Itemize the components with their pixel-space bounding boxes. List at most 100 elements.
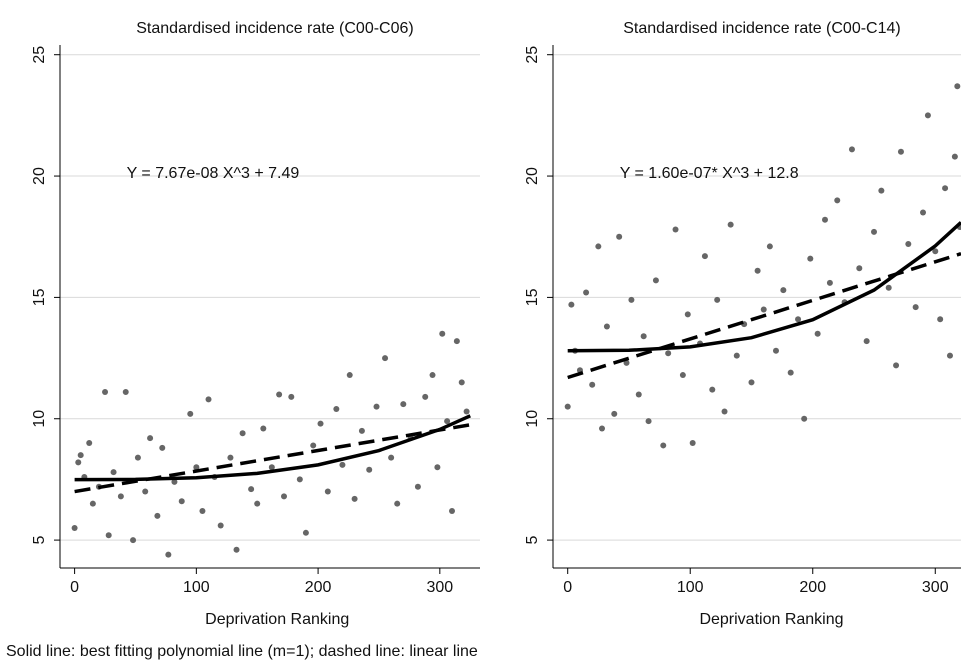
y-tick-label: 5: [524, 536, 541, 545]
scatter-point: [178, 498, 185, 505]
scatter-point: [603, 323, 610, 330]
y-tick-label: 10: [524, 410, 541, 428]
scatter-point: [89, 500, 96, 507]
scatter-point: [102, 389, 109, 396]
scatter-point: [339, 461, 346, 468]
scatter-point: [954, 83, 961, 90]
scatter-point: [154, 512, 161, 519]
scatter-point: [583, 289, 590, 296]
scatter-point: [834, 197, 841, 204]
scatter-point: [458, 379, 465, 386]
scatter-point: [260, 425, 267, 432]
scatter-point: [616, 233, 623, 240]
panel-title: Standardised incidence rate (C00-C14): [623, 20, 900, 37]
y-tick-label: 25: [31, 46, 48, 64]
scatter-point: [302, 529, 309, 536]
scatter-point: [754, 267, 761, 274]
scatter-point: [394, 500, 401, 507]
scatter-point: [822, 216, 828, 223]
scatter-point: [748, 379, 755, 386]
scatter-point: [86, 440, 93, 447]
scatter-point: [679, 372, 686, 379]
scatter-point: [885, 284, 892, 291]
scatter-point: [434, 464, 441, 471]
scatter-point: [689, 440, 696, 447]
annotation: Y = 1.60e-07* X^3 + 12.8: [620, 165, 799, 182]
scatter-point: [382, 355, 389, 362]
scatter-point: [912, 304, 919, 311]
scatter-point: [276, 391, 283, 398]
scatter-point: [439, 330, 446, 337]
footnote: Solid line: best fitting polynomial line…: [6, 643, 478, 660]
scatter-point: [310, 442, 317, 449]
scatter-point: [346, 372, 353, 379]
scatter-point: [893, 362, 900, 369]
scatter-point: [366, 466, 373, 473]
scatter-point: [787, 369, 794, 376]
scatter-point: [239, 430, 246, 437]
scatter-point: [205, 396, 212, 403]
scatter-point: [227, 454, 234, 461]
scatter-point: [324, 488, 331, 495]
polynomial-fit-line: [74, 414, 471, 482]
scatter-point: [897, 148, 904, 155]
scatter-point: [414, 483, 421, 490]
scatter-point: [937, 316, 944, 323]
x-axis-label: Deprivation Ranking: [699, 611, 843, 628]
scatter-point: [814, 330, 821, 337]
polynomial-fit-line: [567, 221, 961, 353]
scatter-point: [199, 507, 206, 514]
scatter-point: [826, 279, 833, 286]
scatter-point: [400, 401, 407, 408]
scatter-point: [766, 243, 773, 250]
y-tick-label: 20: [31, 167, 48, 185]
x-tick-label: 0: [563, 579, 572, 596]
scatter-point: [388, 454, 395, 461]
scatter-point: [296, 476, 303, 483]
scatter-point: [628, 296, 635, 303]
scatter-point: [281, 493, 287, 500]
scatter-point: [463, 408, 470, 415]
scatter-point: [268, 464, 275, 471]
y-tick-label: 15: [31, 288, 48, 306]
scatter-point: [684, 311, 691, 318]
scatter-point: [951, 153, 958, 160]
scatter-point: [856, 265, 863, 272]
y-tick-label: 15: [524, 288, 541, 306]
x-tick-label: 100: [677, 579, 704, 596]
scatter-point: [77, 452, 84, 459]
scatter-point: [568, 301, 575, 308]
scatter-point: [905, 241, 912, 248]
scatter-point: [760, 306, 767, 313]
x-tick-label: 200: [799, 579, 826, 596]
scatter-point: [660, 442, 667, 449]
x-tick-label: 100: [183, 579, 210, 596]
scatter-point: [946, 352, 953, 359]
linear-fit-line: [74, 423, 471, 494]
scatter-point: [288, 393, 295, 400]
scatter-point: [217, 522, 224, 529]
scatter-point: [165, 551, 172, 558]
scatter-point: [623, 359, 630, 366]
scatter-point: [871, 228, 878, 235]
scatter-point: [444, 418, 451, 425]
scatter-point: [71, 524, 78, 531]
scatter-point: [595, 243, 602, 250]
scatter-point: [122, 389, 129, 396]
scatter-point: [652, 277, 659, 284]
scatter-point: [772, 347, 779, 354]
scatter-point: [248, 486, 255, 493]
x-axis-label: Deprivation Ranking: [205, 611, 349, 628]
scatter-point: [714, 296, 721, 303]
scatter-point: [635, 391, 642, 398]
scatter-point: [863, 338, 870, 345]
scatter-point: [611, 410, 618, 417]
scatter-point: [453, 338, 460, 345]
scatter-point: [159, 444, 166, 451]
x-tick-label: 200: [305, 579, 332, 596]
scatter-point: [801, 415, 808, 422]
scatter-point: [640, 333, 647, 340]
scatter-point: [932, 248, 939, 255]
scatter-point: [721, 408, 728, 415]
